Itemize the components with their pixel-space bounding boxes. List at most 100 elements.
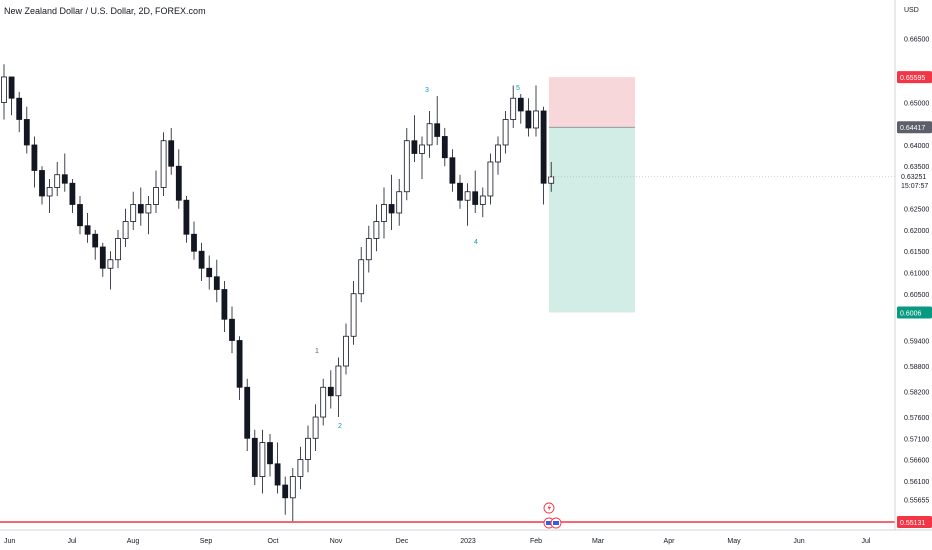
price-tick-label: 0.61500	[904, 249, 929, 256]
candle	[175, 149, 182, 209]
price-label-badge	[897, 306, 932, 319]
candle	[8, 76, 15, 116]
candle	[168, 127, 175, 175]
candle	[115, 229, 121, 269]
candle	[343, 323, 349, 375]
candle	[145, 195, 152, 235]
candle-body	[153, 187, 159, 205]
candle	[525, 98, 532, 137]
candle	[236, 336, 243, 401]
chart-title: New Zealand Dollar / U.S. Dollar, 2D, FO…	[4, 6, 206, 16]
candle-body	[274, 463, 281, 486]
candle-body	[457, 182, 463, 201]
candle	[84, 212, 91, 243]
candle-body	[403, 140, 410, 193]
candle-body	[320, 386, 327, 418]
candle-body	[107, 259, 114, 269]
candle-body	[434, 123, 441, 137]
candle	[16, 91, 23, 133]
position-tool[interactable]	[0, 77, 895, 523]
candle	[54, 161, 61, 196]
candle	[335, 357, 342, 418]
wave-label: 2	[338, 423, 342, 430]
price-tick-label: 0.60500	[904, 292, 929, 299]
candle	[358, 246, 365, 303]
candle-body	[191, 233, 197, 252]
time-tick-label: Mar	[592, 538, 605, 545]
candle	[259, 429, 266, 494]
candle-body	[426, 123, 433, 146]
candle	[198, 242, 205, 282]
candle-body	[502, 119, 509, 146]
candle-body	[449, 157, 456, 184]
candle-body	[464, 191, 471, 201]
time-tick-label: Jun	[4, 538, 15, 545]
time-tick-label: Oct	[268, 538, 279, 545]
candle	[39, 166, 45, 205]
candle-body	[495, 144, 501, 163]
candle-body	[54, 174, 61, 188]
candle-body	[358, 259, 365, 295]
candle-body	[525, 110, 532, 129]
wave-label: 5	[516, 85, 520, 92]
candle-body	[533, 110, 539, 129]
time-tick-label: Apr	[664, 538, 676, 545]
candle	[426, 110, 433, 158]
time-tick-label: May	[727, 538, 741, 545]
price-tick-label: 0.57100	[904, 436, 929, 443]
candle	[153, 170, 159, 213]
us-flag-icon	[550, 517, 562, 529]
candle	[213, 259, 220, 303]
take-profit-zone	[549, 127, 635, 313]
candle-body	[335, 365, 342, 397]
candle	[221, 281, 228, 333]
candle	[388, 174, 395, 230]
candle-body	[327, 386, 334, 397]
candle-body	[31, 144, 38, 171]
candle-body	[221, 289, 228, 320]
candle-body	[472, 191, 479, 205]
currency-label: USD	[904, 7, 919, 14]
candle	[69, 178, 76, 213]
candle-body	[137, 204, 144, 214]
candle-body	[381, 204, 387, 222]
wave-labels: 1 2 3 4 5	[315, 85, 520, 430]
candle	[312, 404, 319, 452]
candle	[267, 434, 273, 477]
time-axis[interactable]: Jun Jul Aug Sep Oct Nov Dec 2023 Feb Mar Apr May Jun…	[0, 529, 932, 545]
candle-body	[297, 459, 304, 477]
candle-body	[160, 140, 167, 188]
candle-body	[92, 233, 99, 248]
candle	[99, 242, 106, 277]
price-label-badge	[897, 515, 932, 528]
candle-body	[229, 318, 235, 341]
candle	[160, 132, 167, 196]
time-tick-label: Jun	[793, 538, 804, 545]
price-tick-label: 0.62000	[904, 228, 929, 235]
candle-body	[411, 140, 418, 154]
price-tick-label: 0.58200	[904, 390, 929, 397]
candle	[540, 106, 547, 205]
price-tick-label: 0.56600	[904, 458, 929, 465]
stop-loss-zone	[549, 77, 635, 128]
candle-body	[183, 199, 190, 235]
candle	[381, 187, 387, 239]
candle-body	[213, 276, 220, 290]
event-markers[interactable]	[543, 502, 562, 529]
price-label-text: 0.65595	[900, 75, 925, 82]
candle-body	[122, 221, 129, 239]
candle	[403, 127, 410, 201]
candle-body	[1, 76, 7, 103]
candle	[419, 136, 425, 179]
candle	[449, 149, 456, 192]
candle-body	[251, 437, 258, 477]
us-flag-icon-glyph	[553, 521, 559, 525]
candle	[396, 178, 403, 226]
price-axis[interactable]: USD	[894, 0, 932, 530]
time-tick-label: Jul	[862, 538, 871, 545]
price-tick-label: 0.65000	[904, 100, 929, 107]
candle	[274, 442, 281, 494]
candle-body	[419, 144, 425, 154]
candle-body	[115, 238, 121, 261]
